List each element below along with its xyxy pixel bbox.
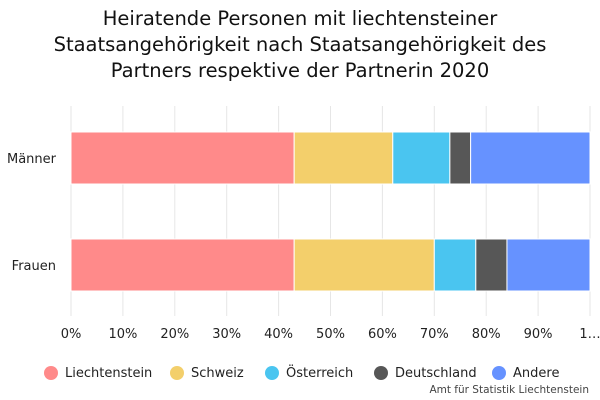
legend-item-schweiz[interactable]: Schweiz — [170, 362, 244, 384]
legend-item-liechtenstein[interactable]: Liechtenstein — [44, 362, 152, 384]
x-tick-label: 30% — [212, 327, 241, 342]
bar-manner-schweiz — [293, 131, 394, 185]
chart-legend: Liechtenstein Schweiz Österreich Deutschlan… — [0, 362, 600, 384]
chart-title-line-3: Partners respektive der Partnerin 2020 — [110, 59, 490, 82]
legend-swatch — [374, 366, 388, 380]
x-tick-label: 60% — [368, 327, 397, 342]
legend-swatch — [492, 366, 506, 380]
legend-label: Andere — [513, 365, 560, 381]
x-tick-label: 70% — [420, 327, 449, 342]
legend-label: Liechtenstein — [65, 365, 153, 381]
legend-item-deutschland[interactable]: Deutschland — [374, 362, 477, 384]
x-tick-label: 20% — [160, 327, 189, 342]
legend-label: Schweiz — [191, 365, 244, 381]
chart-source: Amt für Statistik Liechtenstein — [429, 384, 589, 396]
legend-swatch — [170, 366, 184, 380]
bar-frauen-osterreich — [433, 238, 477, 292]
chart-title-line-2: Staatsangehörigkeit nach Staatsangehörig… — [53, 33, 547, 56]
x-tick-label: 40% — [264, 327, 293, 342]
chart-title-line-1: Heiratende Personen mit liechtensteiner — [102, 7, 498, 30]
legend-label: Deutschland — [395, 365, 477, 381]
legend-label: Österreich — [286, 365, 354, 381]
x-tick-label: 10% — [108, 327, 137, 342]
legend-swatch — [265, 366, 279, 380]
x-tick-label: 50% — [316, 327, 345, 342]
legend-swatch — [44, 366, 58, 380]
bar-manner-liechtenstein — [70, 131, 295, 185]
x-tick-label: 1… — [579, 327, 600, 342]
bar-manner-osterreich — [392, 131, 451, 185]
legend-item-andere[interactable]: Andere — [492, 362, 559, 384]
x-tick-label: 80% — [472, 327, 501, 342]
bar-frauen-deutschland — [475, 238, 508, 292]
chart-title: Heiratende Personen mit liechtensteiner … — [0, 6, 600, 84]
x-tick-label: 0% — [61, 327, 82, 342]
bar-manner-deutschland — [449, 131, 472, 185]
category-label-manner: Männer — [7, 152, 57, 167]
category-label-frauen: Frauen — [12, 259, 56, 274]
bar-manner-andere — [470, 131, 591, 185]
x-tick-label: 90% — [524, 327, 553, 342]
bar-frauen-andere — [506, 238, 591, 292]
bar-frauen-schweiz — [293, 238, 435, 292]
bar-frauen-liechtenstein — [70, 238, 295, 292]
legend-item-osterreich[interactable]: Österreich — [265, 362, 353, 384]
